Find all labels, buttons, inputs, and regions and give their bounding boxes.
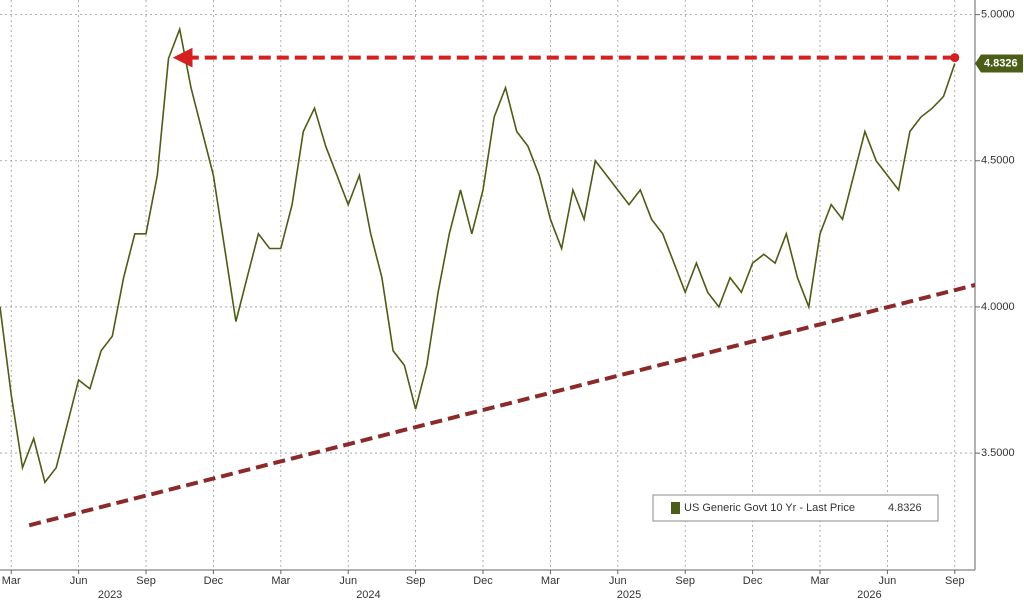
y-tick-label: 4.5000 <box>981 155 1015 167</box>
x-tick-label: Sep <box>406 575 426 587</box>
price-line <box>0 26 956 485</box>
x-tick-label: Dec <box>473 575 493 587</box>
x-year-label: 2023 <box>98 589 122 600</box>
last-price-tag <box>975 54 1023 73</box>
x-year-label: 2026 <box>857 589 881 600</box>
x-tick-label: Sep <box>675 575 695 587</box>
y-tick-label: 3.5000 <box>981 447 1015 459</box>
y-tick-label: 4.0000 <box>981 301 1015 313</box>
x-tick-label: Mar <box>811 575 830 587</box>
legend-box <box>652 494 939 522</box>
legend: US Generic Govt 10 Yr - Last Price 4.8326 <box>652 494 939 522</box>
x-tick-label: Jun <box>609 575 627 587</box>
x-year-label: 2024 <box>356 589 380 600</box>
x-year-label: 2025 <box>617 589 641 600</box>
legend-label: US Generic Govt 10 Yr - Last Price <box>684 502 855 514</box>
legend-value: 4.8326 <box>888 502 922 514</box>
x-tick-label: Sep <box>136 575 156 587</box>
x-tick-label: Jun <box>339 575 357 587</box>
arrow-dot <box>950 53 960 63</box>
x-tick-label: Dec <box>204 575 224 587</box>
x-tick-label: Jun <box>879 575 897 587</box>
last-price-label: 4.8326 <box>984 57 1018 69</box>
x-tick-label: Sep <box>945 575 965 587</box>
x-tick-label: Mar <box>541 575 560 587</box>
trend-line <box>28 283 976 528</box>
x-tick-label: Mar <box>271 575 290 587</box>
x-tick-label: Dec <box>743 575 763 587</box>
x-tick-label: Jun <box>70 575 88 587</box>
y-tick-label: 5.0000 <box>981 9 1015 21</box>
legend-swatch <box>671 502 680 514</box>
x-tick-label: Mar <box>2 575 21 587</box>
